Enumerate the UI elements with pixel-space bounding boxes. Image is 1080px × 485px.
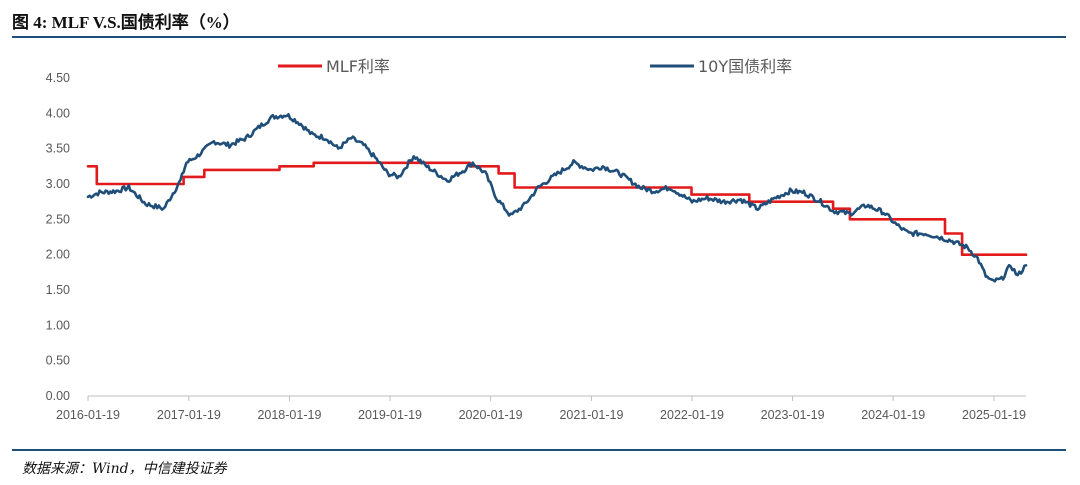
y-tick-label: 3.00 — [46, 177, 70, 191]
x-tick-label: 2025-01-19 — [962, 408, 1026, 422]
legend-label: 10Y国债利率 — [698, 57, 792, 76]
bond-yield-line — [86, 113, 1028, 283]
x-tick-label: 2022-01-19 — [660, 408, 724, 422]
y-tick-label: 4.00 — [46, 106, 70, 120]
bottom-rule — [12, 449, 1066, 451]
series-layer — [86, 113, 1028, 283]
x-tick-label: 2023-01-19 — [761, 408, 825, 422]
x-tick-label: 2017-01-19 — [157, 408, 221, 422]
mlf-rate-line — [86, 161, 1028, 256]
x-tick-label: 2018-01-19 — [257, 408, 321, 422]
x-tick-label: 2024-01-19 — [861, 408, 925, 422]
top-rule — [12, 36, 1066, 38]
y-tick-label: 1.00 — [46, 318, 70, 332]
y-tick-label: 1.50 — [46, 283, 70, 297]
axes: 0.00 0.50 1.00 1.50 2.00 2.50 3.00 3.50 4.00 4.50… — [46, 71, 1026, 422]
y-tick-label: 0.50 — [46, 354, 70, 368]
figure-title: 图 4: MLF V.S.国债利率（%） — [12, 13, 240, 32]
legend-label: MLF利率 — [326, 57, 390, 76]
y-tick-label: 2.00 — [46, 248, 70, 262]
x-tick-label: 2019-01-19 — [358, 408, 422, 422]
y-tick-label: 2.50 — [46, 212, 70, 226]
y-tick-label: 4.50 — [46, 71, 70, 85]
source-note: 数据来源：Wind，中信建投证券 — [22, 461, 227, 477]
x-tick-label: 2021-01-19 — [559, 408, 623, 422]
y-tick-label: 0.00 — [46, 389, 70, 403]
x-tick-label: 2016-01-19 — [56, 408, 120, 422]
x-tick-label: 2020-01-19 — [459, 408, 523, 422]
y-tick-label: 3.50 — [46, 142, 70, 156]
legend: MLF利率 10Y国债利率 — [278, 57, 792, 76]
